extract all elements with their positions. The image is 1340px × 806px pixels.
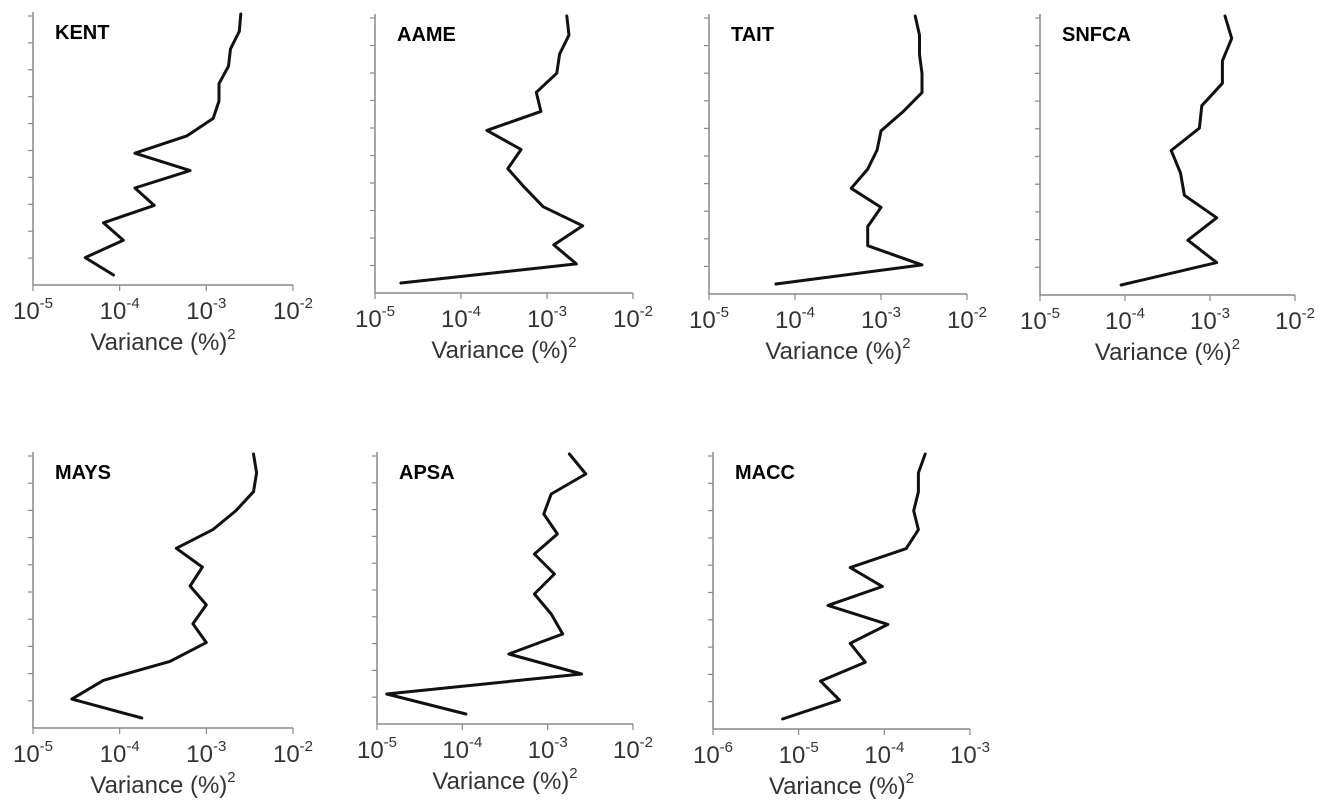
panel-aame: 10-5 10-4 10-3 10-2 Variance (%)2 AAME — [355, 14, 653, 364]
x-tick-label: 10-5 — [357, 734, 397, 764]
x-tick-label: 10-4 — [442, 734, 482, 764]
x-tick-label: 10-3 — [528, 734, 568, 764]
x-tick-label: 10-4 — [1105, 305, 1145, 335]
station-label: KENT — [55, 22, 109, 44]
series-line-kent — [83, 12, 243, 277]
x-tick-label: 10-2 — [613, 303, 653, 333]
panel-tait: 10-5 10-4 10-3 10-2 Variance (%)2 TAIT — [689, 14, 987, 365]
station-label: MAYS — [55, 462, 111, 484]
x-tick-label: 10-3 — [950, 739, 990, 769]
x-tick-label: 10-3 — [527, 303, 567, 333]
x-tick-label: 10-2 — [947, 304, 987, 334]
x-tick-label: 10-4 — [100, 738, 140, 768]
x-tick-label: 10-4 — [775, 304, 815, 334]
x-tick-label: 10-5 — [1020, 305, 1060, 335]
x-axis-label: Variance (%)2 — [769, 770, 914, 800]
x-tick-label: 10-2 — [613, 734, 653, 764]
x-tick-label: 10-5 — [13, 738, 53, 768]
x-tick-label: 10-4 — [864, 739, 904, 769]
station-label: APSA — [399, 462, 455, 484]
x-axis-label: Variance (%)2 — [432, 765, 577, 795]
x-tick-label: 10-3 — [861, 304, 901, 334]
x-tick-label: 10-6 — [693, 739, 733, 769]
series-line-mays — [70, 452, 259, 720]
x-tick-label: 10-3 — [1190, 305, 1230, 335]
x-tick-label: 10-3 — [186, 295, 226, 325]
x-axis-label: Variance (%)2 — [90, 769, 235, 799]
x-axis-label: Variance (%)2 — [1095, 336, 1240, 366]
series-line-tait — [774, 14, 924, 286]
x-tick-label: 10-3 — [186, 738, 226, 768]
x-tick-label: 10-2 — [273, 738, 313, 768]
panel-kent: 10-5 10-4 10-3 10-2 Variance (%)2 KENT — [13, 12, 313, 356]
station-label: SNFCA — [1062, 24, 1131, 46]
x-tick-label: 10-5 — [13, 295, 53, 325]
station-label: AAME — [397, 24, 456, 46]
station-label: TAIT — [731, 24, 774, 46]
series-line-snfca — [1119, 14, 1234, 287]
x-tick-label: 10-5 — [689, 304, 729, 334]
series-line-macc — [781, 452, 927, 721]
x-axis-label: Variance (%)2 — [765, 335, 910, 365]
series-line-apsa — [385, 452, 588, 716]
x-tick-label: 10-4 — [441, 303, 481, 333]
x-tick-label: 10-4 — [100, 295, 140, 325]
x-axis-label: Variance (%)2 — [90, 326, 235, 356]
panel-apsa: 10-5 10-4 10-3 10-2 Variance (%)2 APSA — [357, 452, 653, 795]
panel-snfca: 10-5 10-4 10-3 10-2 Variance (%)2 SNFCA — [1020, 14, 1315, 366]
panel-mays: 10-5 10-4 10-3 10-2 Variance (%)2 MAYS — [13, 452, 313, 799]
x-axis-label: Variance (%)2 — [431, 334, 576, 364]
station-label: MACC — [735, 462, 795, 484]
panel-macc: 10-6 10-5 10-4 10-3 Variance (%)2 MACC — [693, 452, 990, 800]
x-tick-label: 10-2 — [1275, 305, 1315, 335]
x-tick-label: 10-2 — [273, 295, 313, 325]
x-tick-label: 10-5 — [779, 739, 819, 769]
series-line-aame — [399, 14, 585, 285]
x-tick-label: 10-5 — [355, 303, 395, 333]
